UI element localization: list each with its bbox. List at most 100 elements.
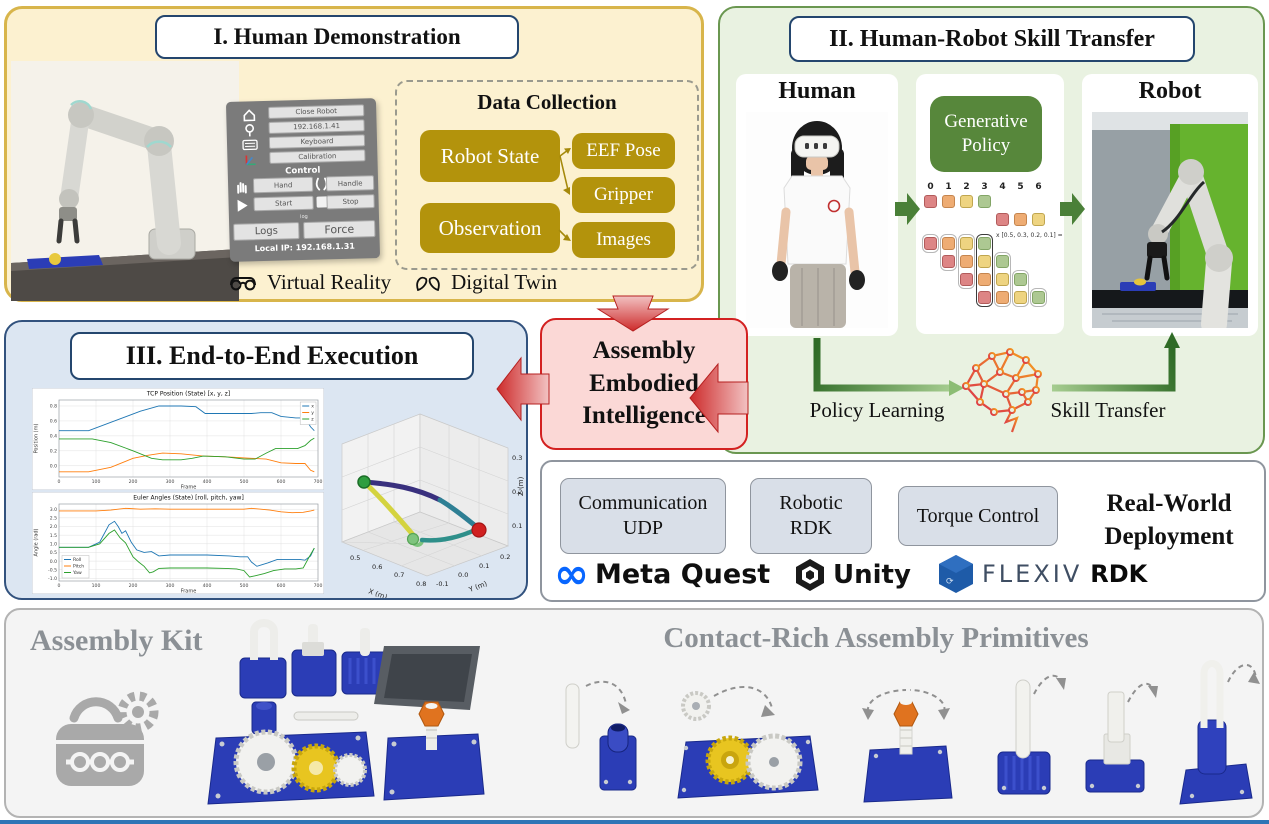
vr-force-button: Force <box>303 220 376 240</box>
assembly-kit-photo <box>207 619 485 805</box>
images-box: Images <box>572 222 675 258</box>
axes-icon <box>245 155 256 166</box>
svg-text:500: 500 <box>240 583 249 589</box>
svg-text:Frame: Frame <box>181 485 197 491</box>
flexiv-cube-icon: ⟳ <box>939 555 973 593</box>
svg-text:Roll: Roll <box>73 557 81 563</box>
svg-text:100: 100 <box>92 583 101 589</box>
policy-token-column <box>1012 270 1029 307</box>
svg-text:X (m): X (m) <box>367 587 388 598</box>
policy-token-index: 1 <box>945 182 952 192</box>
svg-text:0.2: 0.2 <box>50 449 57 455</box>
svg-text:200: 200 <box>129 479 138 485</box>
euler-angles-chart: -1.0 -0.5 0.0 0.5 1.0 1.5 2.0 2.5 3.0 0 100 200 300 4… <box>32 492 324 594</box>
svg-text:0.1: 0.1 <box>512 522 522 530</box>
svg-text:0.1: 0.1 <box>479 562 489 570</box>
policy-token-orange <box>942 237 955 250</box>
unity-cube-icon <box>796 559 824 591</box>
svg-text:0.2: 0.2 <box>500 553 510 561</box>
vr-close-robot-button: Close Robot <box>268 104 365 119</box>
policy-token-yellow <box>996 273 1009 286</box>
meta-infinity-icon: ∞ <box>554 549 589 598</box>
toolbox-icon <box>56 691 159 786</box>
assembly-embodied-intelligence-box: Assembly Embodied Intelligence <box>540 318 748 450</box>
data-collection-box: Data Collection Robot State EEF Pose Gri… <box>395 80 699 270</box>
tcp-position-chart: 0.0 0.2 0.4 0.6 0.8 0 100 200 300 400 500 600 700 TCP… <box>32 388 324 490</box>
human-card: Human <box>736 74 898 336</box>
digital-twin-label: Digital Twin <box>451 269 558 294</box>
svg-text:0.4: 0.4 <box>50 434 57 440</box>
communication-udp-module: Communication UDP <box>560 478 726 554</box>
primitive-extraction-round <box>997 674 1066 795</box>
panel-human-demonstration: I. Human Demonstration <box>4 6 704 302</box>
svg-text:0.5: 0.5 <box>50 550 57 556</box>
svg-text:100: 100 <box>92 479 101 485</box>
svg-text:1.0: 1.0 <box>50 541 57 547</box>
svg-text:500: 500 <box>240 479 249 485</box>
skill-transfer-label: Skill Transfer <box>1050 398 1166 422</box>
human-vr-photo <box>746 112 888 328</box>
neural-brain-icon <box>962 348 1042 433</box>
policy-token-red <box>960 273 973 286</box>
svg-text:Y (m): Y (m) <box>467 580 489 595</box>
panel-end-to-end-execution: III. End-to-End Execution 0.0 0.2 0.4 0.6 0.… <box>4 320 528 600</box>
policy-token-orange <box>960 255 973 268</box>
svg-text:2.0: 2.0 <box>50 524 57 530</box>
svg-text:200: 200 <box>129 583 138 589</box>
assembly-kit-title: Assembly Kit <box>30 624 203 657</box>
panel2-title: II. Human-Robot Skill Transfer <box>829 25 1155 52</box>
svg-text:x: x <box>311 405 314 410</box>
svg-text:0: 0 <box>58 479 61 485</box>
keyboard-icon <box>242 139 258 151</box>
policy-token-red <box>978 291 991 304</box>
trajectory-end-marker <box>471 522 487 538</box>
trajectory-start-marker <box>357 475 371 489</box>
panel3-title-box: III. End-to-End Execution <box>70 332 474 380</box>
robot-card: Robot <box>1082 74 1258 336</box>
svg-text:0.8: 0.8 <box>50 404 57 410</box>
vr-ip-field: 192.168.1.41 <box>268 119 365 134</box>
unity-logo: Unity <box>794 558 911 592</box>
svg-text:y: y <box>311 411 314 416</box>
vr-stop-button: Stop <box>326 194 375 210</box>
vr-keyboard-button: Keyboard <box>268 134 366 149</box>
policy-token-green <box>996 255 1009 268</box>
svg-text:300: 300 <box>166 479 175 485</box>
robot-label: Robot <box>1138 78 1202 104</box>
torque-control-module: Torque Control <box>898 486 1058 546</box>
robot-state-split-arrow <box>559 148 571 195</box>
policy-token-column <box>940 234 957 271</box>
policy-token-column <box>958 234 975 289</box>
panel2-title-box: II. Human-Robot Skill Transfer <box>789 16 1195 62</box>
vr-logs-button: Logs <box>233 222 300 241</box>
generative-policy-card: Generative Policy 0 1 2 3 4 5 6 x [0.5, 0.3, 0.… <box>916 74 1064 334</box>
svg-text:Yaw: Yaw <box>72 570 82 576</box>
policy-token-index: 6 <box>1035 182 1042 192</box>
policy-token-column <box>976 234 993 307</box>
skill-transfer-arrow <box>1052 346 1176 392</box>
svg-text:0.0: 0.0 <box>50 559 57 565</box>
svg-text:-0.1: -0.1 <box>436 580 449 588</box>
primitive-nut-screwing <box>862 689 953 803</box>
svg-text:300: 300 <box>166 583 175 589</box>
policy-token-column <box>922 234 939 253</box>
hand-icon <box>237 182 247 194</box>
vr-calibration-button: Calibration <box>269 149 366 164</box>
human-label: Human <box>778 78 856 104</box>
svg-text:600: 600 <box>277 479 286 485</box>
svg-text:0.5: 0.5 <box>350 554 360 562</box>
primitive-extraction-square <box>1085 682 1158 793</box>
policy-token-column <box>1030 288 1047 307</box>
play-icon <box>237 199 248 212</box>
panel1-title-box: I. Human Demonstration <box>155 15 519 59</box>
trajectory-mid-marker <box>406 532 420 546</box>
primitive-handle-extraction <box>1179 660 1260 805</box>
policy-token-green <box>1014 273 1027 286</box>
policy-learning-arrow <box>813 338 950 392</box>
policy-learning-label: Policy Learning <box>809 398 945 422</box>
vr-goggles-icon <box>230 276 256 290</box>
vr-hand-button: Hand <box>252 176 314 194</box>
policy-token-orange <box>942 195 955 208</box>
trajectory-3d-chart: 0.5 0.6 0.7 0.8 -0.1 0.0 0.1 0.2 0.1 0.2… <box>341 413 525 598</box>
